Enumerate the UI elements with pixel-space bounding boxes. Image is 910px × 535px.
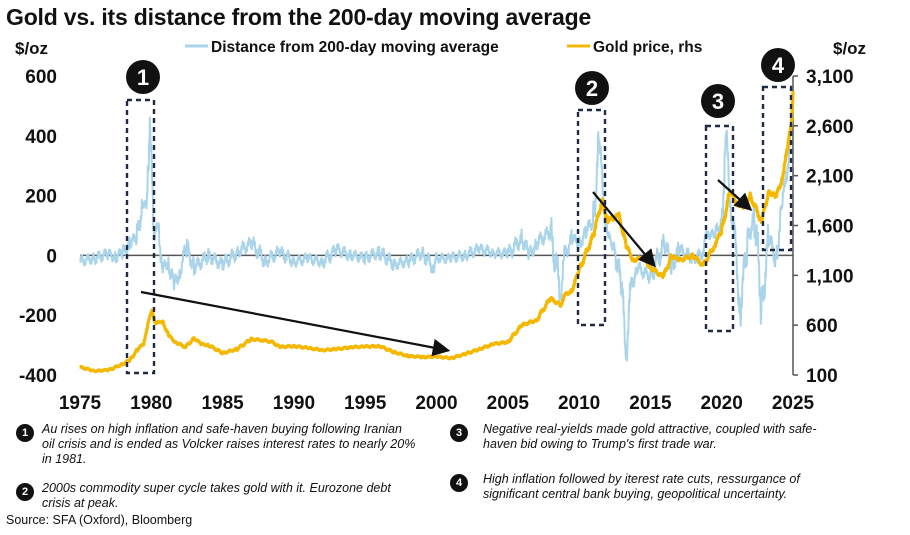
trend-arrow-3: [717, 179, 753, 211]
series-line-distance: [79, 106, 794, 362]
highlight-box-4: [761, 85, 793, 252]
y-tick-label-right-2: 2,100: [806, 167, 854, 188]
trend-arrow-2: [592, 191, 656, 268]
y-tick-label-right-1: 2,600: [806, 117, 854, 138]
x-tick-label-6: 2005: [487, 393, 530, 414]
note-text-3: Negative real-yields made gold attractiv…: [483, 422, 817, 451]
note-badge-2: 2: [16, 483, 34, 501]
y-tick-label-right-5: 600: [806, 316, 838, 337]
y-tick-label-left-3: 0: [46, 246, 57, 267]
y-tick-label-left-1: 400: [25, 127, 57, 148]
highlight-box-2: [576, 108, 607, 327]
x-tick-label-5: 2000: [415, 393, 457, 414]
x-tick-label-10: 2025: [772, 393, 815, 414]
x-tick-label-8: 2015: [629, 393, 672, 414]
annotation-circle-4: [761, 48, 795, 82]
y-tick-label-right-3: 1,600: [806, 217, 854, 238]
note-badge-1: 1: [16, 424, 34, 442]
annotation-label-4: 4: [772, 53, 785, 78]
x-tick-label-2: 1985: [201, 393, 244, 414]
y-axis-label-left: $/oz: [15, 39, 48, 58]
series-line-gold: [78, 90, 795, 374]
y-tick-label-right-4: 1,100: [806, 266, 854, 287]
note-badge-3: 3: [450, 424, 468, 442]
trend-arrow-1: [140, 290, 451, 357]
note-text-2: 2000s commodity super cycle takes gold w…: [42, 481, 391, 510]
annotation-circle-2: [575, 71, 609, 105]
highlight-box-3: [704, 124, 735, 333]
y-tick-label-right-0: 3,100: [806, 67, 854, 88]
x-tick-label-1: 1980: [130, 393, 172, 414]
y-axis-label-right: $/oz: [833, 39, 866, 58]
highlight-box-1: [125, 98, 156, 375]
x-tick-label-4: 1995: [344, 393, 387, 414]
note-badge-4: 4: [450, 474, 468, 492]
annotation-label-2: 2: [586, 76, 598, 101]
note-text-1: Au rises on high inflation and safe-have…: [42, 422, 416, 466]
x-tick-label-0: 1975: [59, 393, 102, 414]
x-tick-label-3: 1990: [273, 393, 315, 414]
x-tick-label-9: 2020: [701, 393, 743, 414]
note-text-4: High inflation followed by iterest rate …: [483, 472, 800, 501]
annotation-circle-3: [701, 84, 735, 118]
legend-label-gold: Gold price, rhs: [593, 39, 702, 56]
annotation-circle-1: [126, 60, 160, 94]
annotation-label-1: 1: [137, 65, 149, 90]
y-tick-label-left-5: -400: [19, 366, 57, 387]
y-tick-label-left-2: 200: [25, 187, 57, 208]
y-tick-label-right-6: 100: [806, 366, 838, 387]
chart: Distance from 200-day moving average Gol…: [15, 39, 866, 414]
chart-legend: Distance from 200-day moving average Gol…: [185, 39, 702, 56]
source-note: Source: SFA (Oxford), Bloomberg: [6, 513, 193, 527]
legend-label-distance: Distance from 200-day moving average: [211, 39, 499, 56]
y-tick-label-left-0: 600: [25, 67, 57, 88]
annotation-label-3: 3: [712, 89, 724, 114]
chart-title: Gold vs. its distance from the 200-day m…: [6, 4, 592, 30]
y-tick-label-left-4: -200: [19, 306, 57, 327]
x-tick-label-7: 2010: [558, 393, 600, 414]
